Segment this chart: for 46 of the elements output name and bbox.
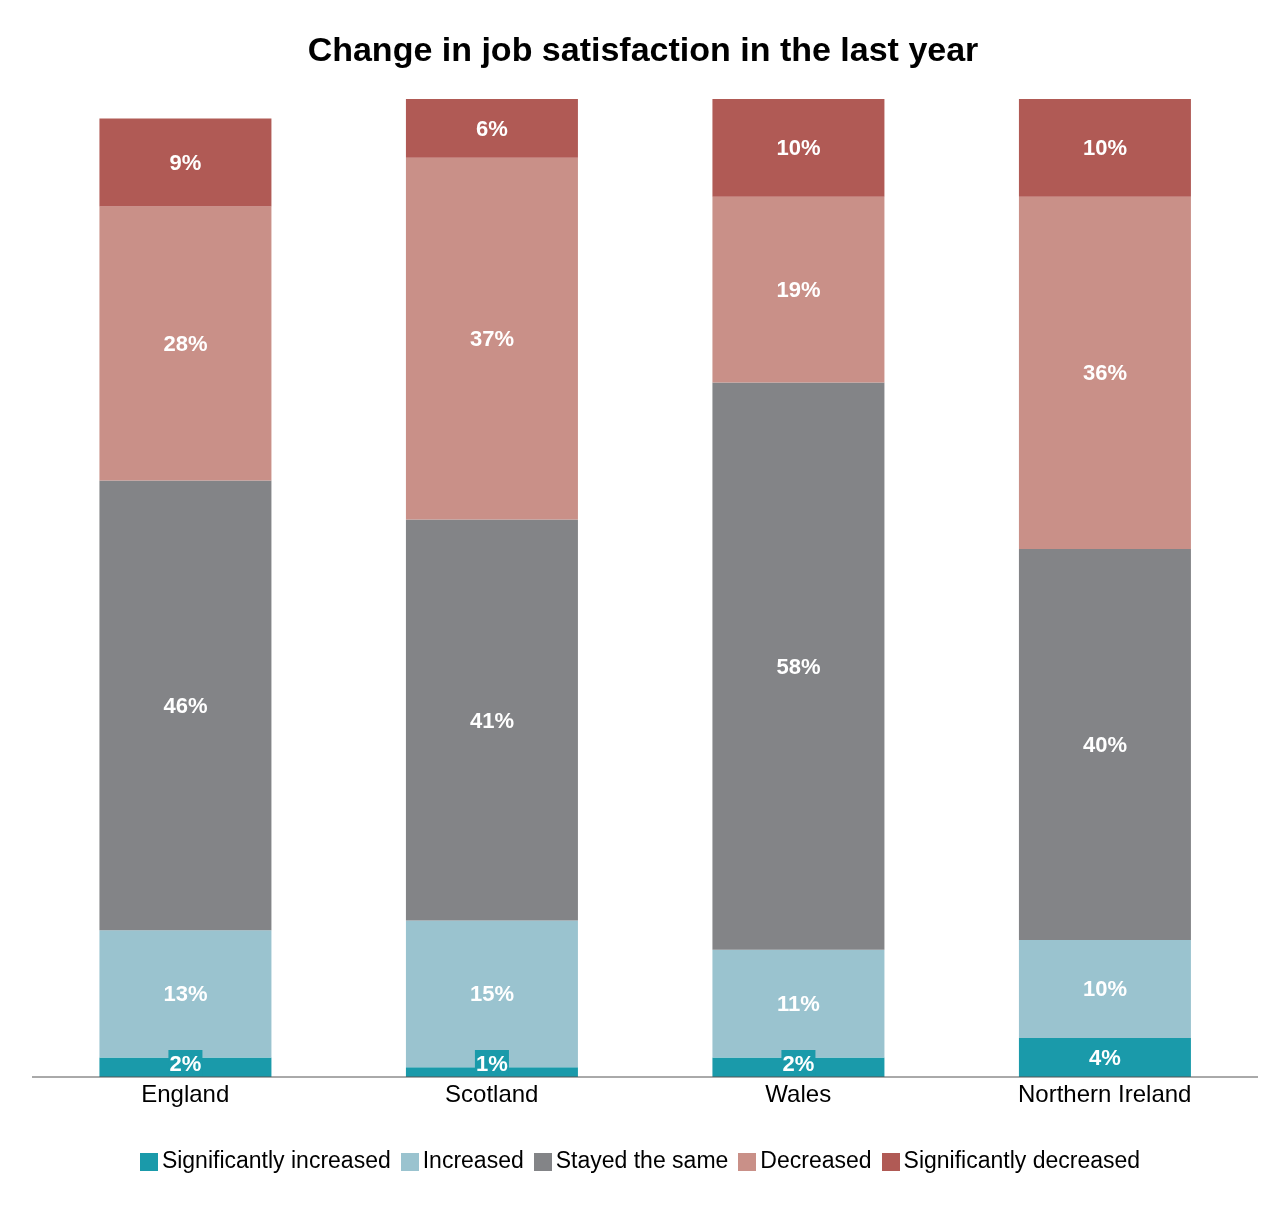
- data-label: 10%: [1082, 135, 1127, 161]
- bar: [1018, 1037, 1191, 1077]
- data-label: 46%: [163, 692, 208, 718]
- data-label: 19%: [776, 277, 821, 303]
- bar: [1018, 99, 1191, 197]
- data-label: 4%: [1089, 1044, 1121, 1070]
- bar: [99, 480, 272, 931]
- bar: [712, 382, 885, 950]
- bar: [405, 157, 578, 520]
- data-label: 36%: [1082, 360, 1127, 386]
- legend-label: Decreased: [760, 1147, 872, 1173]
- data-label: 10%: [776, 135, 821, 161]
- data-label: 13%: [163, 981, 208, 1007]
- x-tick-label: Wales: [765, 1080, 832, 1108]
- bar: [405, 99, 578, 158]
- data-label: 28%: [163, 331, 208, 356]
- bar: [1018, 548, 1191, 941]
- bar: [99, 206, 272, 481]
- data-label: 2%: [169, 1050, 202, 1076]
- bar: [1018, 196, 1191, 549]
- data-label: 1%: [476, 1050, 508, 1076]
- data-label: 2%: [782, 1050, 815, 1076]
- data-label: 41%: [469, 707, 514, 733]
- legend-label: Increased: [422, 1147, 524, 1173]
- data-label: 58%: [776, 653, 821, 679]
- bar: [1018, 940, 1191, 1038]
- bar: [99, 930, 272, 1058]
- data-label: 11%: [777, 991, 820, 1017]
- bar: [405, 519, 578, 921]
- legend-label: Significantly decreased: [903, 1147, 1141, 1173]
- x-tick-label: Scotland: [445, 1080, 539, 1108]
- legend-label: Stayed the same: [555, 1147, 729, 1173]
- data-label: 6%: [476, 115, 508, 141]
- data-label: 10%: [1082, 976, 1127, 1002]
- x-tick-label: Northern Ireland: [1018, 1080, 1192, 1108]
- data-label: 40%: [1082, 731, 1127, 757]
- x-tick-label: England: [141, 1080, 230, 1108]
- data-label: 9%: [169, 150, 202, 176]
- chart-title: Change in job satisfaction in the last year: [306, 29, 980, 70]
- data-label: 15%: [469, 981, 514, 1007]
- legend-label: Significantly increased: [161, 1147, 391, 1173]
- bar: [712, 949, 885, 1058]
- bar: [712, 99, 885, 197]
- bar: [99, 118, 272, 207]
- bar: [712, 196, 885, 383]
- data-label: 37%: [469, 326, 514, 352]
